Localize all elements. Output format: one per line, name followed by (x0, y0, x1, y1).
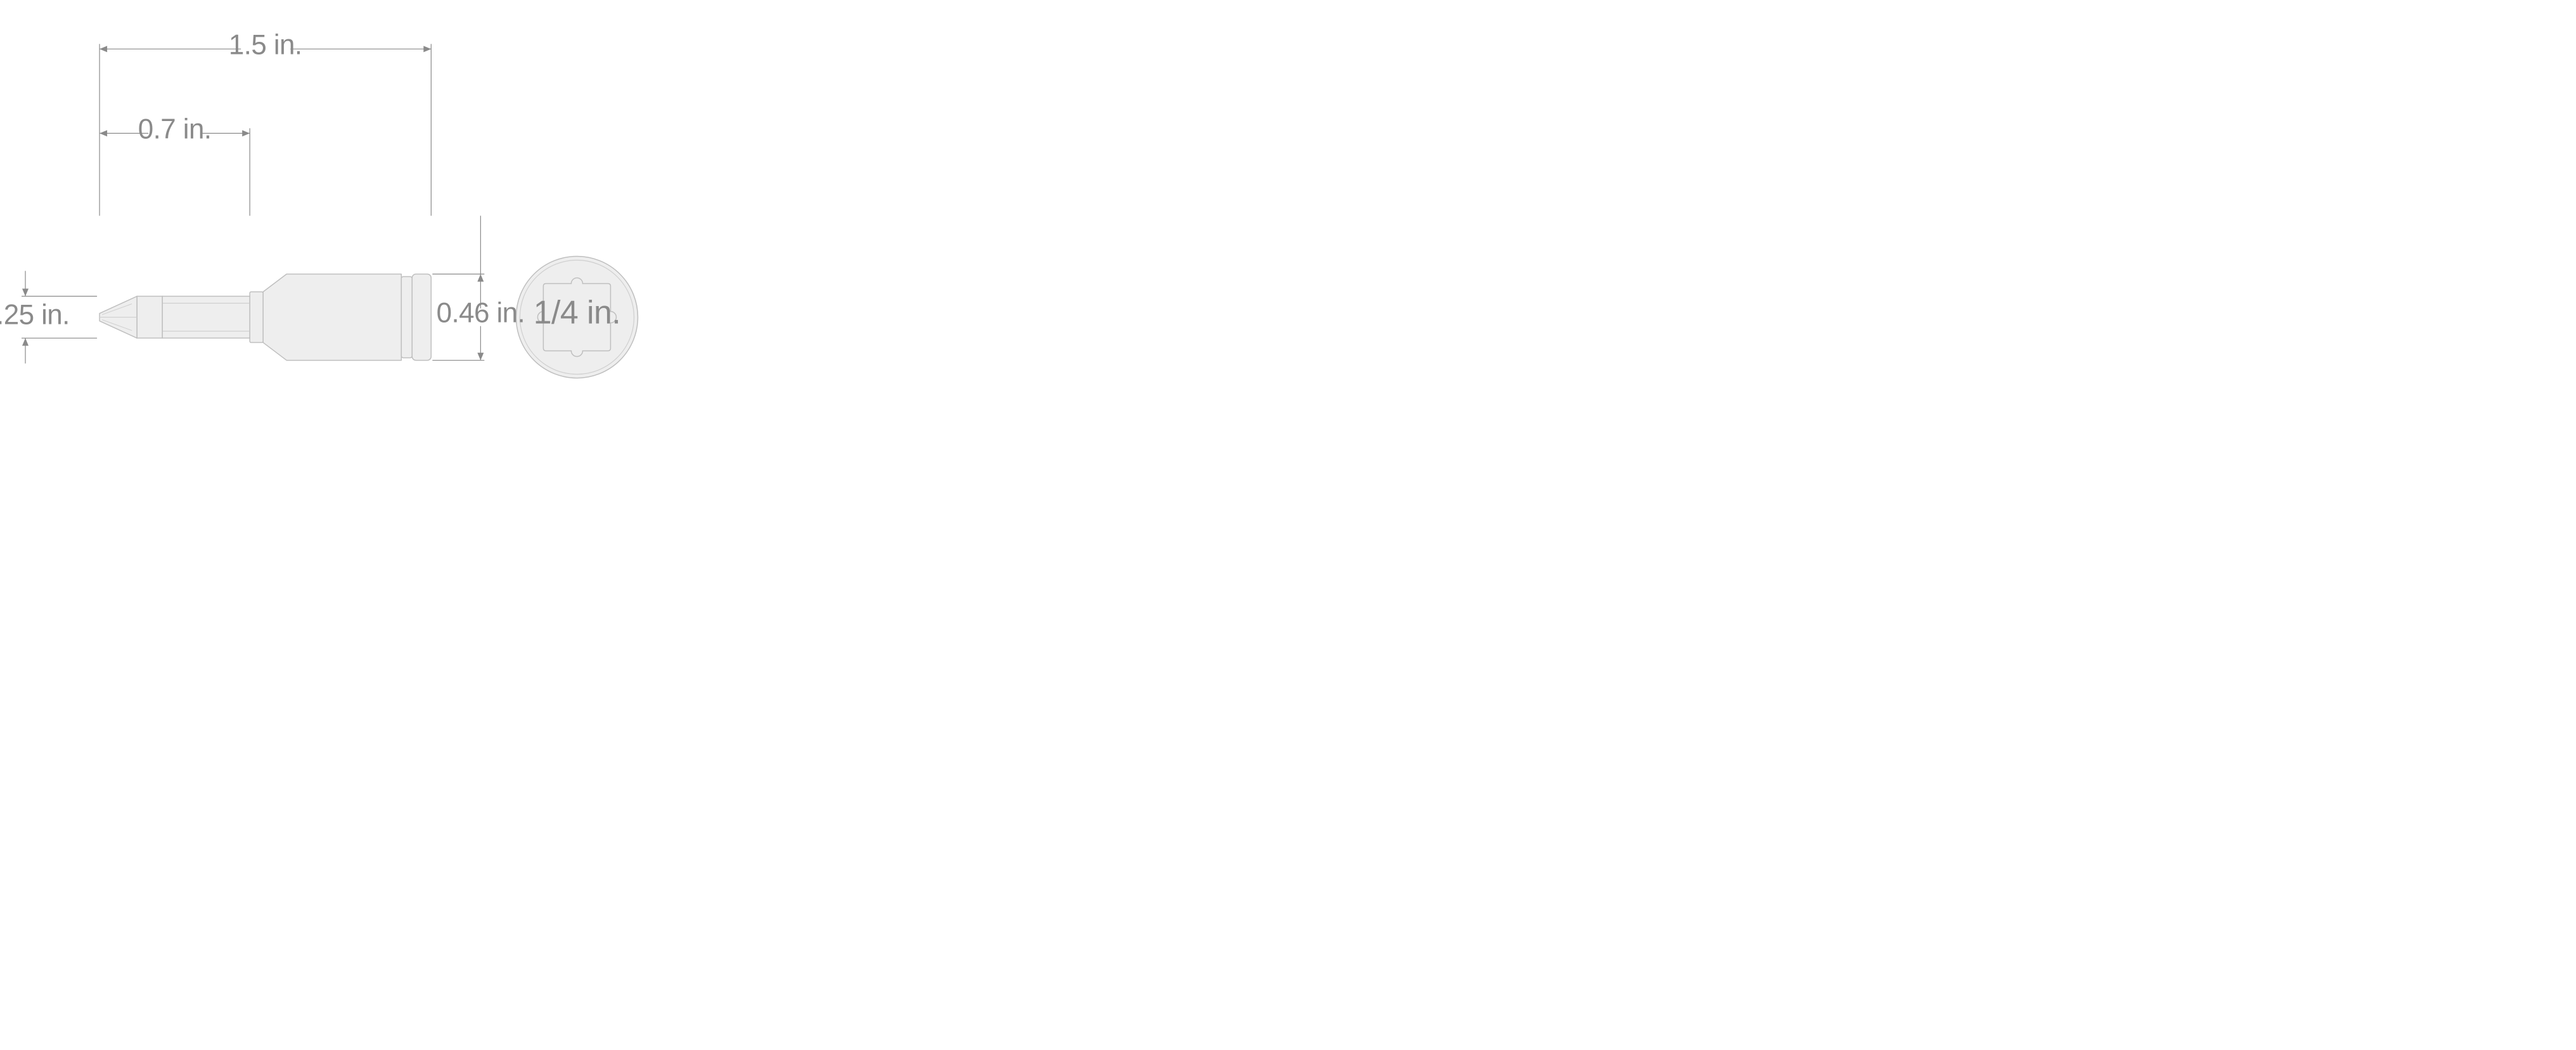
dimension-diagram: 1.5 in. 0.7 in. 0.25 in. 0.46 in. 1/4 in… (0, 0, 1288, 525)
socket-diameter-label: 0.46 in. (437, 298, 525, 329)
side-view (99, 274, 431, 361)
drive-size-label: 1/4 in. (534, 295, 621, 331)
overall-length-label: 1.5 in. (229, 29, 302, 60)
bit-length-label: 0.7 in. (138, 113, 212, 144)
bit-diameter-label: 0.25 in. (0, 300, 70, 331)
